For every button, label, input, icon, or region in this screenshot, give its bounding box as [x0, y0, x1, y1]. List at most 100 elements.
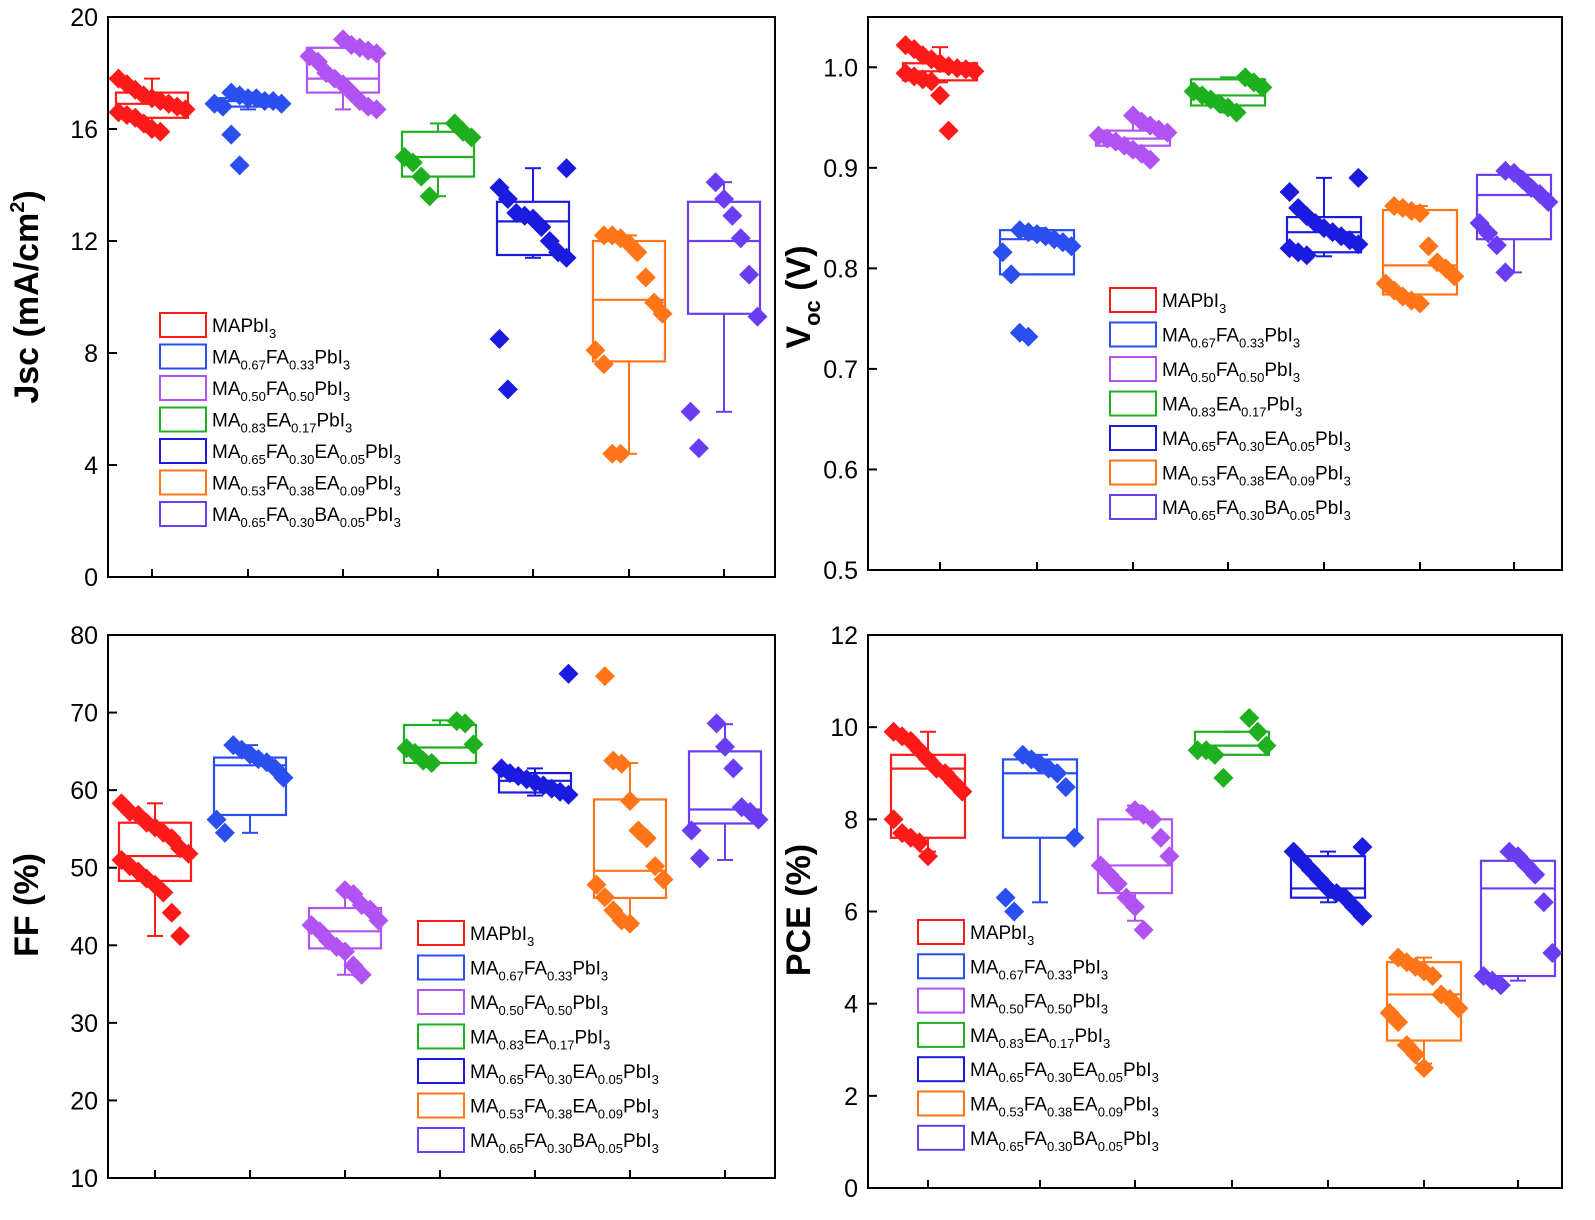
- legend-swatch: [160, 408, 206, 432]
- y-tick-label: 50: [70, 855, 98, 883]
- data-point: [1159, 846, 1179, 866]
- legend-item: MA0.50FA0.50PbI3: [418, 990, 608, 1018]
- series-6: [587, 666, 674, 933]
- y-tick-label: 2: [844, 1083, 858, 1111]
- legend-item: MA0.65FA0.30BA0.05PbI3: [160, 502, 401, 530]
- legend-item: MA0.83EA0.17PbI3: [918, 1023, 1110, 1051]
- legend-item: MA0.65FA0.30BA0.05PbI3: [418, 1128, 659, 1156]
- y-tick-label: 0.8: [823, 255, 858, 283]
- legend-item: MA0.83EA0.17PbI3: [1110, 392, 1302, 420]
- series-6: [586, 225, 673, 463]
- series-7: [682, 713, 769, 868]
- plot-frame: [108, 635, 775, 1178]
- legend-label: MA0.83EA0.17PbI3: [470, 1028, 610, 1053]
- series-7: [681, 172, 768, 458]
- y-tick-label: 0.5: [823, 557, 858, 585]
- data-point: [595, 666, 615, 686]
- data-point: [558, 664, 578, 684]
- legend-item: MA0.65FA0.30EA0.05PbI3: [1110, 426, 1351, 454]
- data-point: [498, 379, 518, 399]
- legend-label: MA0.53FA0.38EA0.09PbI3: [970, 1095, 1159, 1120]
- series-3: [300, 29, 387, 119]
- data-point: [1542, 943, 1562, 963]
- series-1: [896, 35, 985, 140]
- legend-label: MA0.67FA0.33PbI3: [212, 348, 350, 373]
- data-point: [221, 125, 241, 145]
- data-point: [463, 734, 483, 754]
- series-7: [1474, 842, 1563, 996]
- legend-item: MA0.53FA0.38EA0.09PbI3: [918, 1092, 1159, 1120]
- data-point: [1419, 236, 1439, 256]
- legend-item: MAPbI3: [160, 313, 276, 341]
- series-2: [996, 745, 1085, 922]
- legend-swatch: [418, 956, 464, 980]
- legend-item: MA0.65FA0.30EA0.05PbI3: [160, 439, 401, 467]
- y-tick-label: 20: [70, 1087, 98, 1115]
- legend-item: MA0.67FA0.33PbI3: [418, 956, 608, 984]
- y-axis-label: PCE (%): [780, 844, 818, 976]
- data-point: [939, 121, 959, 141]
- legend-item: MA0.67FA0.33PbI3: [1110, 323, 1300, 351]
- data-point: [681, 402, 701, 422]
- legend-swatch: [1110, 461, 1156, 485]
- y-tick-label: 6: [844, 899, 858, 927]
- legend-swatch: [160, 345, 206, 369]
- data-point: [706, 172, 726, 192]
- legend-label: MA0.50FA0.50PbI3: [212, 379, 350, 404]
- data-point: [162, 903, 182, 923]
- series-4: [395, 113, 482, 206]
- data-point: [731, 228, 751, 248]
- data-point: [1213, 768, 1233, 788]
- data-point: [636, 267, 656, 287]
- legend-swatch: [160, 471, 206, 495]
- y-tick-label: 40: [70, 932, 98, 960]
- legend-swatch: [418, 1025, 464, 1049]
- data-point: [715, 737, 735, 757]
- legend-item: MA0.65FA0.30BA0.05PbI3: [1110, 495, 1351, 523]
- series-4: [397, 711, 484, 773]
- legend-swatch: [918, 1126, 964, 1150]
- legend-label: MA0.53FA0.38EA0.09PbI3: [1162, 464, 1351, 489]
- legend-item: MA0.53FA0.38EA0.09PbI3: [1110, 461, 1351, 489]
- y-tick-label: 70: [70, 700, 98, 728]
- legend-item: MAPbI3: [1110, 288, 1226, 316]
- series-4: [1188, 708, 1277, 788]
- data-point: [490, 329, 510, 349]
- data-point: [1495, 262, 1515, 282]
- legend: MAPbI3 MA0.67FA0.33PbI3 MA0.50FA0.50PbI3 MA…: [418, 921, 659, 1156]
- y-tick-label: 16: [70, 116, 98, 144]
- data-point: [170, 926, 190, 946]
- series-1: [112, 793, 199, 946]
- legend-item: MA0.67FA0.33PbI3: [160, 345, 350, 373]
- box-plot-figure: 048121620Jsc (mA/cm2)MAPbI3MA0.67FA0.33P…: [0, 0, 1595, 1220]
- panel-4: 024681012PCE (%) MAPbI3MA0.67FA0.33PbI3MA…: [780, 622, 1562, 1203]
- y-tick-label: 0.6: [823, 456, 858, 484]
- y-tick-label: 12: [70, 228, 98, 256]
- y-tick-label: 80: [70, 622, 98, 650]
- series-2: [207, 735, 294, 843]
- series-4: [1184, 67, 1273, 122]
- data-point: [230, 155, 250, 175]
- legend-swatch: [918, 1023, 964, 1047]
- legend-swatch: [1110, 426, 1156, 450]
- legend-label: MA0.65FA0.30BA0.05PbI3: [212, 505, 401, 530]
- legend-label: MA0.50FA0.50PbI3: [1162, 360, 1300, 385]
- legend-label: MA0.50FA0.50PbI3: [970, 992, 1108, 1017]
- box: [1481, 861, 1555, 976]
- legend-swatch: [1110, 357, 1156, 381]
- legend-item: MA0.50FA0.50PbI3: [160, 376, 350, 404]
- series-5: [492, 664, 579, 805]
- y-tick-label: 20: [70, 4, 98, 32]
- data-point: [1134, 920, 1154, 940]
- data-point: [1151, 828, 1171, 848]
- legend-label: MA0.83EA0.17PbI3: [212, 411, 352, 436]
- series-2: [993, 220, 1082, 347]
- legend-label: MA0.53FA0.38EA0.09PbI3: [470, 1097, 659, 1122]
- series-6: [1380, 948, 1469, 1079]
- y-tick-label: 0: [84, 564, 98, 592]
- series-6: [1376, 196, 1465, 314]
- y-tick-label: 30: [70, 1010, 98, 1038]
- data-point: [620, 791, 640, 811]
- data-point: [722, 206, 742, 226]
- series-3: [1091, 800, 1180, 940]
